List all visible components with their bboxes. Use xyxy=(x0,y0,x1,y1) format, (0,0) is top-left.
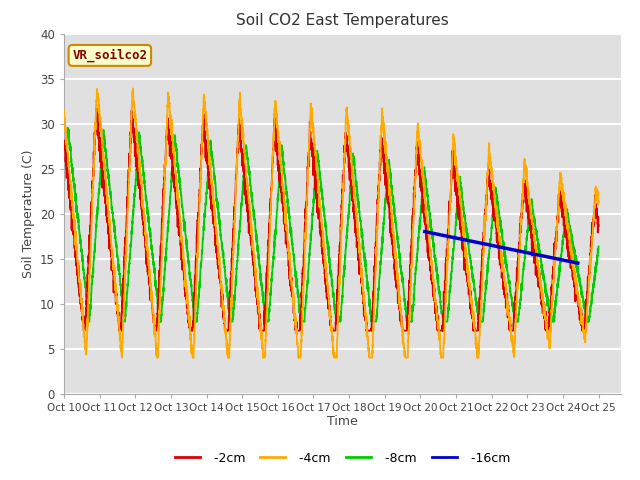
-2cm xyxy=(393,275,401,281)
Legend:  -2cm,  -4cm,  -8cm,  -16cm: -2cm, -4cm, -8cm, -16cm xyxy=(170,447,515,469)
-4cm xyxy=(544,331,552,336)
-4cm xyxy=(175,204,182,210)
-2cm xyxy=(80,328,88,334)
-2cm xyxy=(210,215,218,220)
-4cm xyxy=(595,201,602,206)
X-axis label: Time: Time xyxy=(327,415,358,429)
-8cm xyxy=(595,246,602,252)
-2cm xyxy=(60,140,68,146)
-8cm xyxy=(64,125,72,131)
-4cm xyxy=(129,85,137,91)
-2cm xyxy=(544,326,552,332)
-2cm xyxy=(93,105,100,111)
-8cm xyxy=(383,168,391,174)
-16cm xyxy=(421,228,429,234)
-2cm xyxy=(175,232,182,238)
-4cm xyxy=(60,107,68,113)
Line: -4cm: -4cm xyxy=(64,88,598,358)
-8cm xyxy=(175,174,182,180)
-4cm xyxy=(210,197,218,203)
-8cm xyxy=(595,243,602,249)
Text: VR_soilco2: VR_soilco2 xyxy=(72,49,147,62)
-8cm xyxy=(544,296,552,302)
Line: -2cm: -2cm xyxy=(64,108,598,331)
-8cm xyxy=(393,229,401,235)
-8cm xyxy=(85,319,93,324)
Y-axis label: Soil Temperature (C): Soil Temperature (C) xyxy=(22,149,35,278)
-4cm xyxy=(383,162,391,168)
-8cm xyxy=(210,165,218,170)
-4cm xyxy=(595,198,602,204)
-4cm xyxy=(154,355,161,360)
-16cm xyxy=(574,260,582,266)
Title: Soil CO2 East Temperatures: Soil CO2 East Temperatures xyxy=(236,13,449,28)
-8cm xyxy=(60,177,68,182)
-2cm xyxy=(595,224,602,230)
-4cm xyxy=(393,263,401,268)
Line: -16cm: -16cm xyxy=(425,231,578,263)
Line: -8cm: -8cm xyxy=(64,128,598,322)
-2cm xyxy=(595,222,602,228)
-2cm xyxy=(383,187,391,192)
